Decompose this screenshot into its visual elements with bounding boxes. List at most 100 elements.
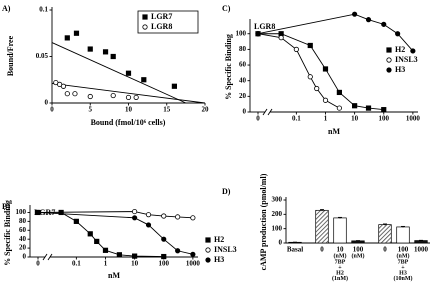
bar — [351, 240, 365, 244]
marker — [386, 67, 392, 73]
bar — [396, 226, 410, 244]
x-tick-label: 100 — [158, 260, 169, 268]
y-tick-label: 0 — [23, 253, 27, 261]
marker — [72, 91, 78, 97]
x-tick-unit: (nM) — [334, 252, 347, 259]
marker — [60, 83, 67, 89]
marker — [322, 97, 329, 103]
x-tick-label: 20 — [202, 106, 210, 114]
group-label: H3 — [399, 270, 407, 276]
marker — [94, 238, 100, 245]
y-tick-label: 300 — [272, 196, 283, 204]
marker — [278, 35, 284, 41]
marker — [145, 222, 152, 228]
x-tick-label: 1000 — [414, 246, 429, 254]
group-label: H2 — [336, 270, 344, 276]
x-axis-label: Bound (fmol/10⁶ cells) — [91, 118, 166, 127]
x-tick-label: 100 — [398, 246, 409, 254]
group-label: 7BP — [335, 259, 346, 265]
y-tick-label: 20 — [239, 92, 247, 100]
marker — [386, 47, 392, 53]
x-tick-label: 1000 — [186, 260, 201, 268]
y-tick-label: 100 — [272, 224, 283, 232]
panel-letter: B) — [2, 202, 10, 211]
marker — [365, 105, 372, 111]
y-axis-label: % Specific Binding — [3, 200, 12, 266]
marker — [102, 49, 109, 55]
x-tick-label: 1 — [104, 260, 108, 268]
x-tick-label: 0 — [50, 106, 54, 114]
marker — [352, 103, 358, 109]
x-tick-label: 1 — [324, 115, 328, 123]
series-line — [37, 212, 193, 255]
marker — [381, 107, 387, 113]
axis-break — [47, 253, 53, 261]
legend-label: LGR8 — [151, 22, 172, 31]
y-tick-label: 20 — [19, 244, 27, 252]
y-tick-label: 40 — [19, 235, 27, 243]
marker — [133, 94, 139, 101]
marker — [307, 74, 313, 80]
y-tick-label: 0 — [279, 239, 283, 247]
marker — [35, 209, 41, 216]
x-tick-label: 100 — [353, 246, 364, 254]
marker — [141, 77, 147, 83]
marker — [110, 92, 116, 99]
marker — [255, 31, 261, 37]
marker — [205, 247, 211, 253]
x-tick-label: 0.1 — [292, 115, 301, 123]
y-tick-label: 80 — [239, 45, 247, 53]
marker — [307, 42, 313, 49]
marker — [116, 252, 122, 258]
marker — [175, 214, 181, 220]
panel-letter: C) — [222, 4, 231, 13]
marker — [161, 253, 167, 260]
marker — [190, 251, 196, 257]
group-label: + — [401, 265, 405, 271]
x-tick-unit: (nM) — [397, 252, 410, 259]
marker — [132, 215, 138, 221]
marker — [73, 30, 80, 36]
x-tick-label: 10 — [351, 115, 359, 123]
marker — [336, 89, 342, 96]
marker — [395, 31, 401, 37]
panel-letter: A) — [2, 4, 11, 13]
y-tick-label: 60 — [19, 226, 27, 234]
y-tick-label: 60 — [239, 61, 247, 69]
marker — [352, 11, 358, 17]
marker — [161, 236, 167, 242]
marker — [125, 94, 132, 101]
y-axis-label: % Specific Binding — [224, 34, 233, 100]
legend-label: H2 — [395, 45, 405, 54]
x-tick-label: 0 — [383, 246, 387, 254]
legend-label: INSL3 — [395, 55, 418, 64]
y-tick-label: 100 — [16, 208, 27, 216]
fit-line — [51, 42, 187, 104]
y-axis-label: Bound/Free — [6, 35, 15, 76]
marker — [205, 237, 211, 243]
marker — [365, 17, 372, 23]
y-tick-label: 40 — [239, 76, 247, 84]
legend-box — [137, 10, 199, 34]
marker — [132, 208, 138, 215]
marker — [314, 85, 320, 92]
group-label: (1nM) — [332, 275, 348, 282]
legend-label: H3 — [214, 255, 224, 264]
legend-label: LGR7 — [151, 12, 172, 21]
marker — [171, 83, 177, 89]
marker — [125, 70, 132, 76]
y-tick-label: 200 — [272, 210, 283, 218]
marker — [132, 253, 138, 259]
series-line — [38, 212, 164, 258]
bar — [315, 209, 329, 244]
y-axis-label: cAMP production (pmol/ml) — [259, 173, 268, 270]
marker — [381, 21, 387, 27]
x-tick-label: 0 — [256, 115, 260, 123]
marker — [102, 247, 109, 253]
x-tick-unit: (nM) — [352, 252, 365, 259]
legend-label: INSL3 — [214, 245, 237, 254]
marker — [64, 35, 70, 41]
x-tick-label: 15 — [163, 106, 171, 114]
x-axis-label: nM — [108, 271, 120, 280]
x-tick-label: 0 — [36, 260, 40, 268]
